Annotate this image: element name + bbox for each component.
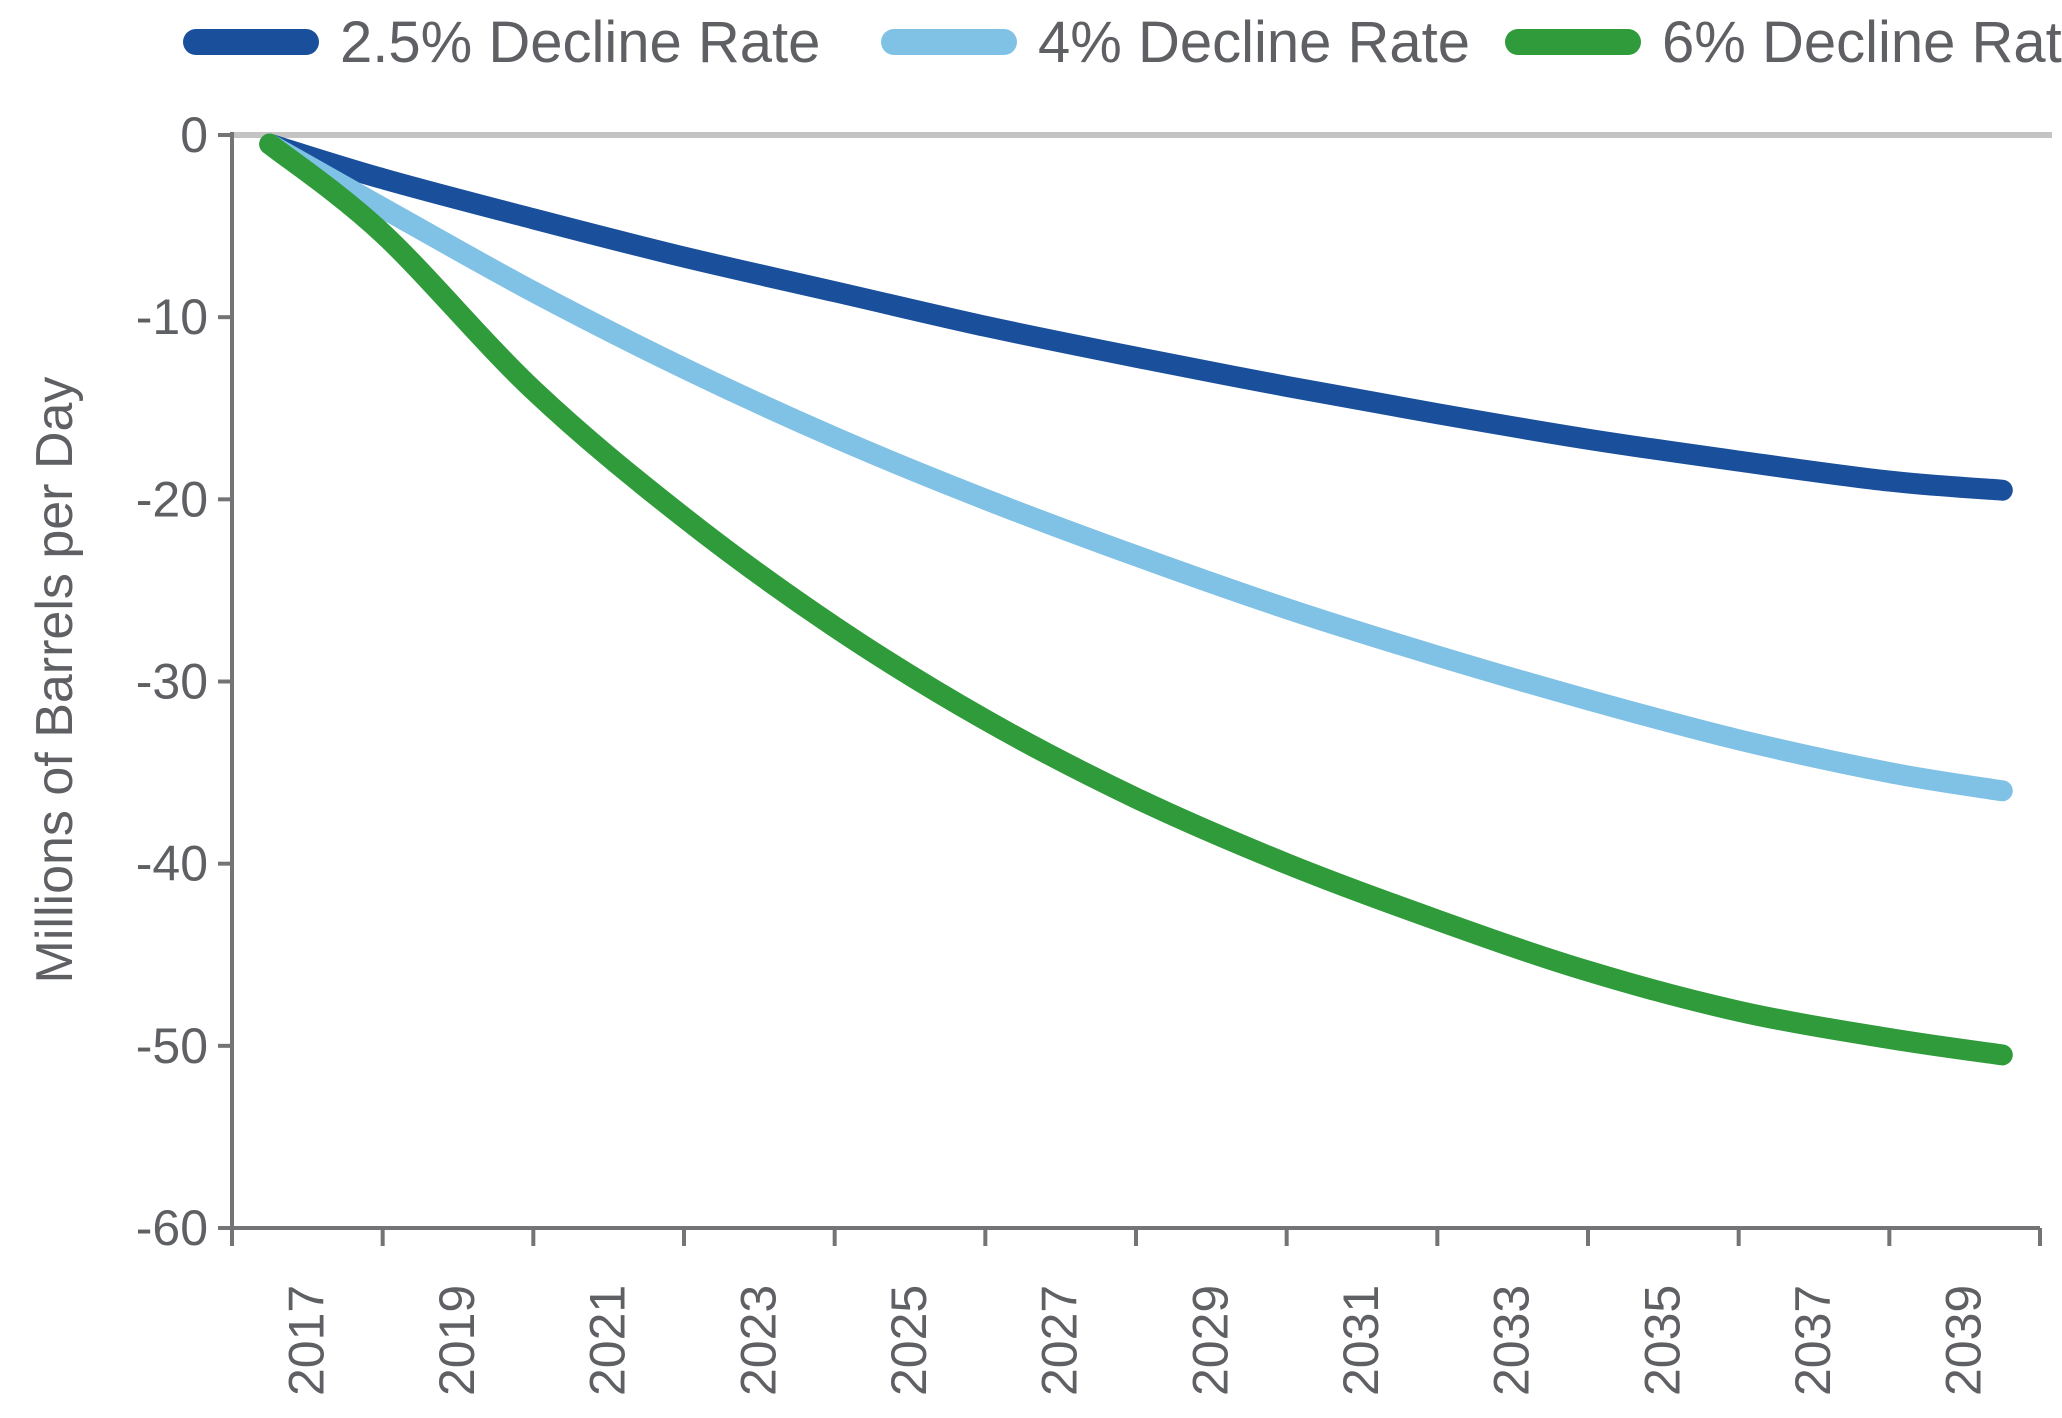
x-tick-label: 2021 bbox=[580, 1285, 636, 1396]
series-line-6-decline-rate bbox=[259, 133, 2013, 1066]
legend-label-4-decline-rate: 4% Decline Rate bbox=[1038, 10, 1470, 75]
y-tick-label: -40 bbox=[136, 836, 208, 892]
legend: 2.5% Decline Rate 4% Decline Rate 6% Decli… bbox=[183, 10, 2062, 75]
x-tick-label: 2033 bbox=[1484, 1285, 1540, 1396]
y-axis-title: Millions of Barrels per Day bbox=[26, 377, 84, 984]
y-tick-label: -50 bbox=[136, 1018, 208, 1074]
y-axis: 0 -10 -20 -30 -40 -50 -60 bbox=[136, 107, 234, 1256]
x-tick-label: 2019 bbox=[429, 1285, 485, 1396]
series-line-2-5-decline-rate bbox=[259, 133, 2013, 501]
x-tick-label: 2039 bbox=[1936, 1285, 1992, 1396]
x-tick-label: 2035 bbox=[1634, 1285, 1690, 1396]
y-tick-label: -20 bbox=[136, 471, 208, 527]
series-line-4-decline-rate bbox=[259, 133, 2013, 802]
x-tick-label: 2025 bbox=[881, 1285, 937, 1396]
y-tick-label: -10 bbox=[136, 289, 208, 345]
y-tick-label: -60 bbox=[136, 1200, 208, 1256]
x-tick-label: 2029 bbox=[1182, 1285, 1238, 1396]
x-tick-label: 2027 bbox=[1032, 1285, 1088, 1396]
x-tick-label: 2037 bbox=[1785, 1285, 1841, 1396]
x-axis: 2017 2019 2021 2023 2025 2027 2029 2031 2033 2035… bbox=[230, 1226, 2042, 1396]
legend-label-2-5-decline-rate: 2.5% Decline Rate bbox=[340, 10, 820, 75]
x-tick-label: 2023 bbox=[730, 1285, 786, 1396]
x-tick-label: 2017 bbox=[278, 1285, 334, 1396]
y-tick-label: -30 bbox=[136, 654, 208, 710]
legend-label-6-decline-rate: 6% Decline Rate bbox=[1662, 10, 2062, 75]
y-tick-label: 0 bbox=[180, 107, 208, 163]
series-lines bbox=[259, 133, 2013, 1066]
x-tick-label: 2031 bbox=[1333, 1285, 1389, 1396]
